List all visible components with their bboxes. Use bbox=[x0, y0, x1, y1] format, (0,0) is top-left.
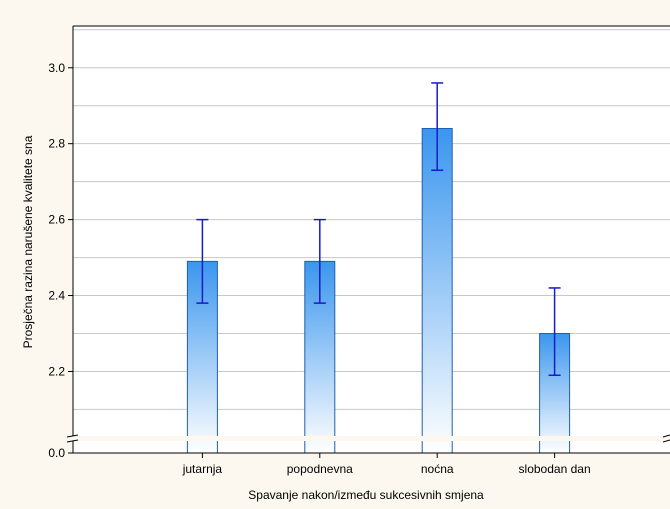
x-tick-label: jutarnja bbox=[182, 462, 223, 476]
axis-break-mark bbox=[662, 439, 670, 443]
y-tick-label: 3.0 bbox=[48, 61, 65, 75]
x-axis-title: Spavanje nakon/između sukcesivnih smjena bbox=[248, 488, 484, 502]
bar bbox=[421, 128, 453, 454]
bars bbox=[186, 128, 571, 454]
y-tick-label: 2.8 bbox=[48, 137, 65, 151]
plot-area bbox=[73, 26, 670, 453]
error-bars bbox=[196, 82, 561, 377]
x-tick-label: noćna bbox=[421, 462, 454, 476]
axes: 0.0 2.2 2.4 2.6 2.8 3.0 jutarnja popodnevna noćn… bbox=[48, 25, 670, 476]
grid-lines bbox=[73, 29, 670, 410]
x-tick-label: slobodan dan bbox=[519, 462, 591, 476]
x-tick-label: popodnevna bbox=[287, 462, 353, 476]
axis-break bbox=[64, 434, 670, 443]
y-tick-label: 0.0 bbox=[48, 446, 65, 460]
y-tick-label: 2.4 bbox=[48, 289, 65, 303]
y-tick-label: 2.6 bbox=[48, 213, 65, 227]
y-tick-label: 2.2 bbox=[48, 364, 65, 378]
axis-break-mark bbox=[662, 434, 670, 438]
axis-break-band bbox=[64, 436, 670, 441]
y-axis-title: Prosječna razina narušene kvalitete sna bbox=[21, 135, 35, 348]
